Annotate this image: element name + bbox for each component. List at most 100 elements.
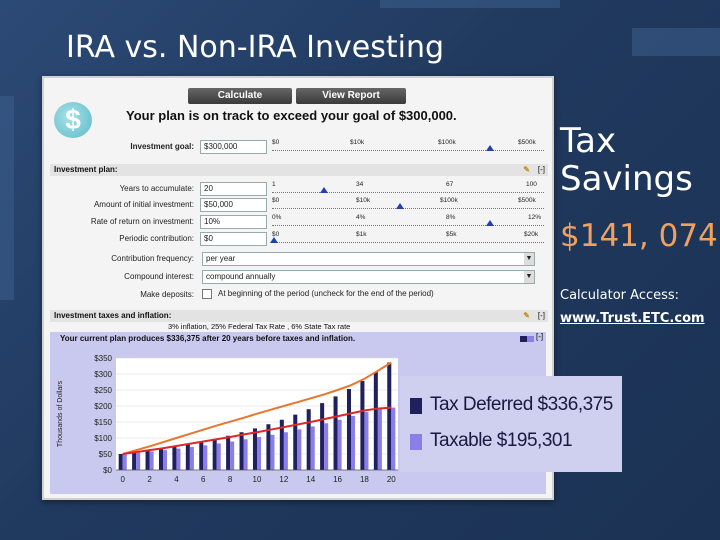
rate-of-return-tick: 8% <box>446 214 456 221</box>
bar <box>391 407 396 470</box>
initial-investment-slider-handle[interactable] <box>396 203 404 209</box>
periodic-contribution-tick: $20k <box>524 231 539 238</box>
periodic-contribution-input[interactable]: $0 <box>200 232 267 246</box>
bar <box>337 419 342 470</box>
rate-of-return-slider-handle[interactable] <box>486 220 494 226</box>
years-tick: 100 <box>526 181 537 188</box>
y-tick-label: $300 <box>94 370 112 379</box>
collapse-toggle[interactable]: [-] <box>536 332 544 341</box>
years-tick: 34 <box>356 181 364 188</box>
compound-interest-label: Compound interest: <box>124 272 194 281</box>
periodic-contribution-slider[interactable] <box>272 242 544 243</box>
y-axis-label: Thousands of Dollars <box>57 380 64 447</box>
chart-legend: Tax Deferred $336,375 Taxable $195,301 <box>400 376 622 472</box>
investment-plan-heading: Investment plan: <box>54 165 118 174</box>
bar <box>364 412 369 470</box>
bar <box>163 450 168 470</box>
tax-savings-amount: $141, 074 <box>560 218 718 254</box>
investment-goal-tick: $500k <box>518 139 536 146</box>
make-deposits-text: At beginning of the period (uncheck for … <box>218 289 434 298</box>
calculator-access-link[interactable]: www.Trust.ETC.com <box>560 311 705 326</box>
collapse-toggle[interactable]: [-] <box>537 311 545 320</box>
investment-goal-input[interactable]: $300,000 <box>200 140 267 154</box>
initial-investment-tick: $100k <box>440 197 458 204</box>
x-tick-label: 14 <box>306 475 315 484</box>
bar <box>266 424 271 470</box>
bar <box>279 419 284 470</box>
contribution-frequency-value: per year <box>206 254 236 263</box>
bar <box>216 443 221 470</box>
compound-interest-select[interactable]: compound annually ▼ <box>202 270 535 284</box>
bar <box>252 428 257 470</box>
make-deposits-checkbox[interactable] <box>202 289 212 299</box>
x-tick-label: 8 <box>228 475 233 484</box>
tax-savings-line2: Savings <box>560 159 693 199</box>
legend-swatch-tax-deferred <box>410 398 422 414</box>
taxes-inflation-detail: 3% inflation, 25% Federal Tax Rate , 6% … <box>168 322 351 331</box>
collapse-toggle[interactable]: [-] <box>537 165 545 174</box>
investment-goal-tick: $10k <box>350 139 365 146</box>
x-tick-label: 20 <box>387 475 396 484</box>
edit-pencil-icon[interactable]: ✎ <box>523 311 530 320</box>
bar <box>360 381 365 470</box>
bar <box>387 362 392 470</box>
slide-title: IRA vs. Non-IRA Investing <box>66 30 445 65</box>
investment-goal-tick: $100k <box>438 139 456 146</box>
bar <box>377 407 382 470</box>
rate-of-return-input[interactable]: 10% <box>200 215 267 229</box>
y-tick-label: $200 <box>94 402 112 411</box>
chevron-down-icon[interactable]: ▼ <box>524 253 534 265</box>
initial-investment-slider[interactable] <box>272 208 544 209</box>
decor-bar-top <box>380 0 560 8</box>
rate-of-return-slider[interactable] <box>272 225 544 226</box>
investment-goal-slider[interactable] <box>272 150 544 151</box>
legend-tax-deferred: Tax Deferred $336,375 <box>430 394 613 415</box>
investment-goal-slider-handle[interactable] <box>486 145 494 151</box>
contribution-frequency-label: Contribution frequency: <box>111 254 194 263</box>
bar <box>306 409 311 470</box>
initial-investment-input[interactable]: $50,000 <box>200 198 267 212</box>
decor-bar-left <box>0 96 14 300</box>
rate-of-return-label: Rate of return on investment: <box>90 217 194 226</box>
calculate-button[interactable]: Calculate <box>188 88 292 104</box>
bar <box>149 451 154 470</box>
chart-title: Your current plan produces $336,375 afte… <box>60 334 356 343</box>
calculator-access-label: Calculator Access: <box>560 288 680 303</box>
bar <box>185 444 190 470</box>
years-slider[interactable] <box>272 192 544 193</box>
make-deposits-label: Make deposits: <box>140 290 194 299</box>
dollar-logo-icon: $ <box>54 102 92 138</box>
bar <box>230 441 235 470</box>
years-tick: 67 <box>446 181 454 188</box>
bar <box>189 446 194 470</box>
bar <box>310 426 315 470</box>
bar <box>333 396 338 470</box>
x-tick-label: 2 <box>147 475 152 484</box>
rate-of-return-tick: 4% <box>356 214 366 221</box>
rate-of-return-tick: 12% <box>528 214 542 221</box>
bar <box>257 437 262 470</box>
periodic-contribution-slider-handle[interactable] <box>270 237 278 243</box>
periodic-contribution-tick: $5k <box>446 231 457 238</box>
rate-of-return-tick: 0% <box>272 214 282 221</box>
years-input[interactable]: 20 <box>200 182 267 196</box>
view-report-button[interactable]: View Report <box>296 88 406 104</box>
bar <box>145 450 150 470</box>
contribution-frequency-select[interactable]: per year ▼ <box>202 252 535 266</box>
y-tick-label: $150 <box>94 418 112 427</box>
bar <box>239 432 244 470</box>
years-slider-handle[interactable] <box>320 187 328 193</box>
bar <box>212 438 217 470</box>
y-tick-label: $100 <box>94 434 112 443</box>
initial-investment-tick: $10k <box>356 197 371 204</box>
bar <box>351 415 356 470</box>
calculator-panel: $ Calculate View Report Your plan is on … <box>42 76 554 500</box>
y-tick-label: $350 <box>94 354 112 363</box>
initial-investment-tick: $500k <box>518 197 536 204</box>
bar <box>118 454 123 470</box>
chevron-down-icon[interactable]: ▼ <box>524 271 534 283</box>
edit-pencil-icon[interactable]: ✎ <box>523 165 530 174</box>
bar <box>373 372 378 470</box>
compound-interest-value: compound annually <box>206 272 276 281</box>
periodic-contribution-label: Periodic contribution: <box>119 234 194 243</box>
